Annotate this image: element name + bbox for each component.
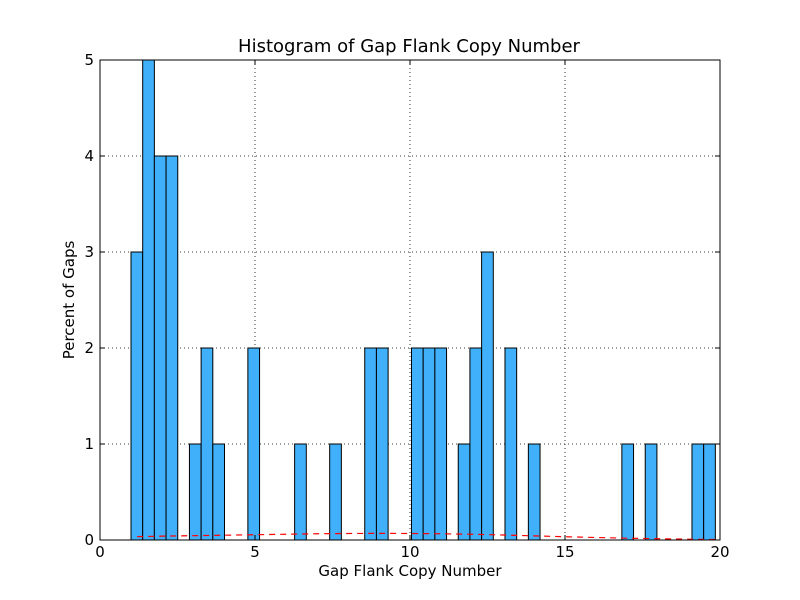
histogram-bar <box>329 443 342 541</box>
chart-title: Histogram of Gap Flank Copy Number <box>238 36 581 57</box>
y-tick-label: 0 <box>84 531 94 549</box>
histogram-bar <box>691 443 705 541</box>
histogram-bar <box>142 59 155 541</box>
histogram-bar <box>504 347 518 541</box>
histogram-bar <box>212 443 225 541</box>
histogram-bar <box>165 155 179 541</box>
histogram-bars <box>130 59 716 541</box>
y-axis-label: Percent of Gaps <box>60 241 78 360</box>
histogram-bar <box>703 443 716 541</box>
histogram-bar <box>621 443 635 541</box>
fit-line-group <box>137 532 721 541</box>
histogram-bar <box>200 347 214 541</box>
y-tick-label: 2 <box>84 339 94 357</box>
y-tick-label: 5 <box>84 51 94 69</box>
histogram-bar <box>294 443 307 541</box>
histogram-bar <box>188 443 202 541</box>
histogram-bar <box>422 347 436 541</box>
y-tick-label: 3 <box>84 243 94 261</box>
histogram-bar <box>527 443 541 541</box>
x-tick-label: 0 <box>95 543 105 561</box>
histogram-bar <box>375 347 389 541</box>
histogram-bar <box>469 347 483 541</box>
x-tick-label: 20 <box>710 543 729 561</box>
x-tick-label: 10 <box>400 543 419 561</box>
histogram-bar <box>130 251 144 541</box>
x-tick-label: 15 <box>555 543 574 561</box>
axis-ticks: 0 5 10 15 20 0 1 2 3 4 5 <box>84 51 729 561</box>
y-tick-label: 4 <box>84 147 94 165</box>
histogram-bar <box>457 443 471 541</box>
histogram-bar <box>410 347 424 541</box>
fit-line <box>137 532 721 541</box>
histogram-bar <box>644 443 658 541</box>
x-tick-label: 5 <box>250 543 260 561</box>
x-axis-label: Gap Flank Copy Number <box>318 562 502 580</box>
histogram-bar <box>364 347 377 541</box>
histogram-bar <box>481 251 494 541</box>
histogram-bar <box>434 347 448 541</box>
y-tick-label: 1 <box>84 435 94 453</box>
histogram-bar <box>153 155 167 541</box>
histogram-bar <box>247 347 261 541</box>
